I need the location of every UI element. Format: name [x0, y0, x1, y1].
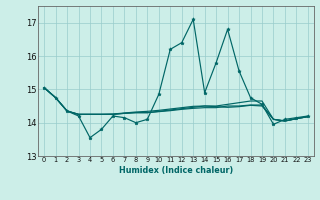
X-axis label: Humidex (Indice chaleur): Humidex (Indice chaleur): [119, 166, 233, 175]
